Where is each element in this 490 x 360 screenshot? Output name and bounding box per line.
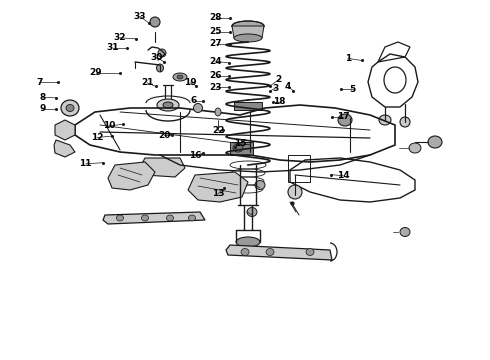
- Text: 21: 21: [141, 78, 153, 87]
- Ellipse shape: [266, 248, 274, 256]
- Ellipse shape: [400, 228, 410, 237]
- Text: 12: 12: [91, 133, 103, 142]
- Text: 22: 22: [212, 126, 224, 135]
- Text: 31: 31: [106, 43, 119, 52]
- Text: 28: 28: [209, 13, 222, 22]
- Polygon shape: [140, 158, 185, 177]
- Ellipse shape: [236, 237, 260, 247]
- Ellipse shape: [232, 21, 264, 31]
- Ellipse shape: [157, 99, 179, 111]
- Text: 26: 26: [209, 71, 222, 80]
- Text: 6: 6: [191, 96, 196, 105]
- Ellipse shape: [428, 136, 442, 148]
- Text: 17: 17: [337, 112, 349, 121]
- Polygon shape: [108, 162, 155, 190]
- Ellipse shape: [288, 185, 302, 199]
- Polygon shape: [234, 102, 262, 110]
- Ellipse shape: [215, 108, 221, 116]
- Text: 4: 4: [285, 82, 292, 91]
- Ellipse shape: [66, 104, 74, 112]
- Text: 1: 1: [345, 54, 351, 63]
- Text: 19: 19: [184, 78, 196, 87]
- Text: 18: 18: [273, 97, 286, 106]
- Ellipse shape: [409, 143, 421, 153]
- Polygon shape: [55, 120, 75, 140]
- Ellipse shape: [163, 102, 173, 108]
- Text: 5: 5: [350, 85, 356, 94]
- Ellipse shape: [177, 75, 183, 79]
- Polygon shape: [103, 212, 205, 224]
- Text: 33: 33: [133, 12, 146, 21]
- Text: 13: 13: [212, 189, 224, 198]
- Text: 8: 8: [40, 93, 46, 102]
- Ellipse shape: [234, 34, 262, 42]
- Text: 16: 16: [189, 151, 201, 160]
- Ellipse shape: [156, 64, 164, 72]
- Ellipse shape: [117, 215, 123, 221]
- Text: 10: 10: [102, 122, 115, 130]
- Ellipse shape: [379, 115, 391, 125]
- Text: 24: 24: [209, 57, 222, 66]
- Polygon shape: [54, 140, 75, 157]
- Polygon shape: [226, 245, 332, 260]
- Ellipse shape: [241, 248, 249, 256]
- Text: 14: 14: [337, 171, 349, 180]
- Text: 3: 3: [272, 84, 278, 93]
- Ellipse shape: [189, 215, 196, 221]
- Text: 27: 27: [209, 40, 222, 49]
- Text: 11: 11: [79, 159, 92, 168]
- Ellipse shape: [194, 104, 202, 112]
- Text: 20: 20: [158, 130, 171, 139]
- Ellipse shape: [255, 180, 265, 189]
- Ellipse shape: [158, 49, 166, 57]
- Ellipse shape: [338, 114, 352, 126]
- Polygon shape: [188, 172, 248, 202]
- Text: 30: 30: [150, 53, 163, 62]
- Text: 32: 32: [114, 33, 126, 42]
- Ellipse shape: [142, 215, 148, 221]
- Ellipse shape: [173, 73, 187, 81]
- Text: 29: 29: [89, 68, 102, 77]
- Text: 2: 2: [275, 76, 281, 85]
- Ellipse shape: [167, 215, 173, 221]
- Text: 7: 7: [36, 77, 43, 86]
- Text: 23: 23: [209, 83, 222, 91]
- Polygon shape: [230, 142, 253, 155]
- Polygon shape: [232, 26, 264, 38]
- Text: 15: 15: [234, 139, 246, 148]
- Text: 9: 9: [40, 104, 47, 113]
- Text: 25: 25: [209, 27, 222, 36]
- Ellipse shape: [61, 100, 79, 116]
- Ellipse shape: [400, 117, 410, 127]
- Ellipse shape: [247, 207, 257, 216]
- Ellipse shape: [233, 144, 243, 152]
- Ellipse shape: [150, 17, 160, 27]
- Ellipse shape: [306, 248, 314, 256]
